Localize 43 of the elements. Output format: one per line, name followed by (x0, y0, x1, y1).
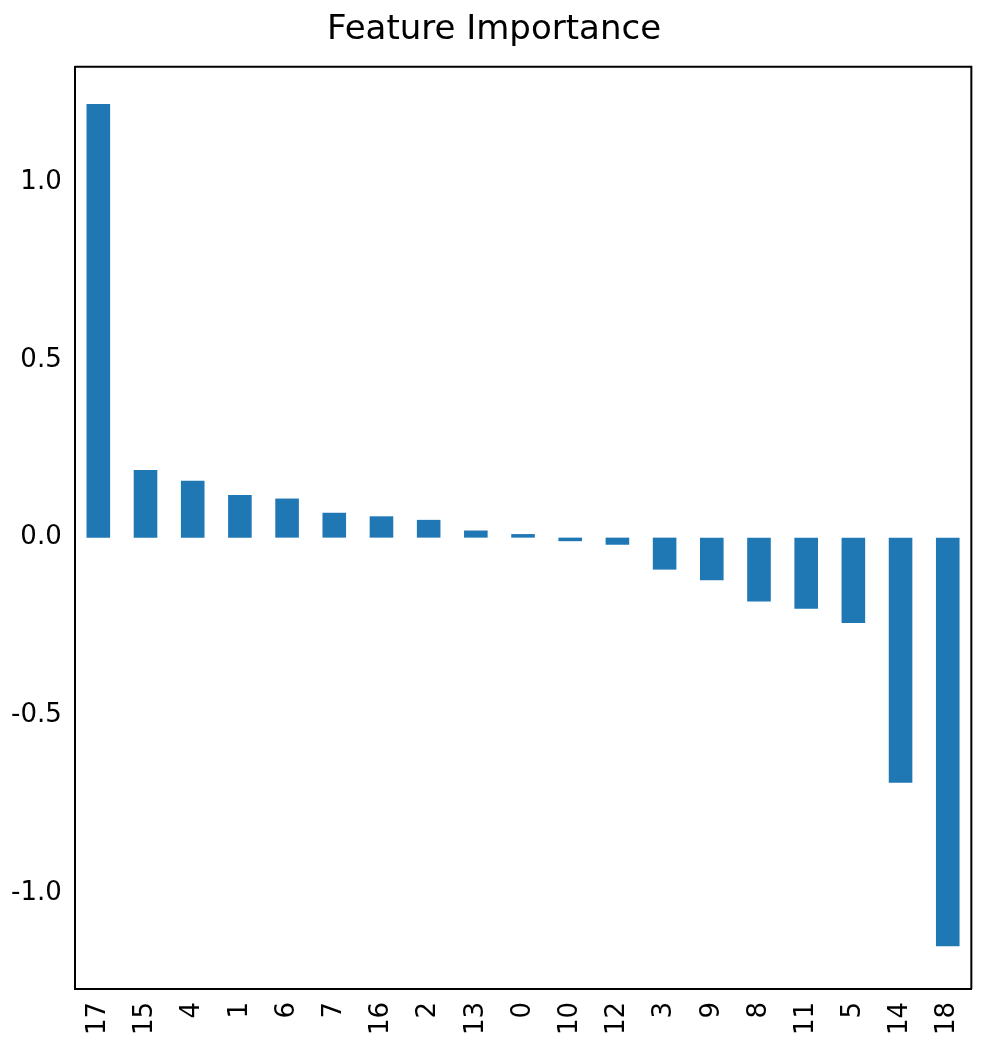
bar (275, 498, 299, 538)
x-tick-label: 3 (647, 1001, 678, 1019)
bar (511, 534, 535, 538)
x-tick-label: 16 (364, 1001, 395, 1036)
x-tick-label: 14 (883, 1001, 914, 1036)
bar (180, 480, 205, 538)
bar (369, 516, 394, 538)
bar (416, 519, 441, 538)
x-tick-label: 0 (505, 1001, 536, 1019)
bar (700, 537, 724, 581)
y-tick-label: 0.5 (20, 342, 62, 373)
x-tick-label: 17 (81, 1001, 112, 1036)
bar (888, 537, 913, 783)
x-tick-label: 15 (128, 1001, 159, 1036)
bar (794, 537, 818, 609)
x-tick-label: 4 (175, 1001, 206, 1019)
x-tick-label: 1 (222, 1001, 253, 1019)
bar (86, 104, 111, 538)
y-tick-label: -1.0 (11, 875, 62, 906)
bar (841, 537, 866, 623)
x-tick-label: 12 (600, 1001, 631, 1036)
x-tick-label: 5 (836, 1001, 867, 1019)
bar (652, 537, 677, 570)
y-tick-label: 1.0 (20, 165, 62, 196)
bar (605, 537, 630, 545)
chart-title: Feature Importance (326, 7, 662, 48)
x-tick-label: 18 (930, 1001, 961, 1036)
bar (322, 512, 347, 538)
x-tick-label: 10 (552, 1001, 583, 1036)
x-tick-label: 11 (788, 1001, 819, 1036)
bar (747, 537, 771, 602)
x-tick-label: 13 (458, 1001, 489, 1036)
x-tick-label: 9 (694, 1001, 725, 1019)
bar (228, 494, 252, 538)
x-tick-label: 6 (269, 1001, 300, 1019)
x-tick-label: 7 (317, 1001, 348, 1019)
y-tick-label: -0.5 (11, 698, 62, 729)
y-tick-label: 0.0 (20, 520, 62, 551)
x-tick-label: 8 (741, 1001, 772, 1019)
bar (464, 530, 488, 538)
x-tick-label: 2 (411, 1001, 442, 1019)
bar (133, 470, 158, 538)
bar (935, 537, 960, 947)
